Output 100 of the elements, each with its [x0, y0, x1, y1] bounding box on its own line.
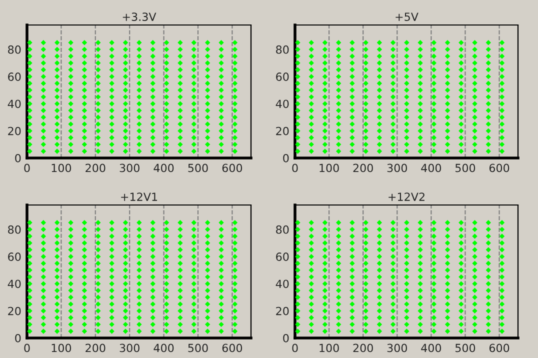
point	[122, 220, 128, 226]
point	[472, 40, 478, 46]
point	[232, 281, 238, 286]
point	[390, 88, 396, 93]
point	[122, 301, 128, 307]
point	[336, 88, 342, 93]
point	[444, 60, 450, 66]
point	[109, 301, 114, 307]
point	[96, 328, 101, 334]
point	[350, 254, 355, 260]
point	[178, 148, 183, 154]
y-tick-label: 40	[276, 100, 289, 108]
point	[122, 281, 128, 286]
point	[431, 315, 437, 320]
point	[350, 121, 355, 127]
point	[376, 226, 382, 232]
point	[308, 254, 314, 260]
point	[27, 135, 32, 140]
point	[472, 274, 478, 280]
y-tick-label: 80	[276, 45, 289, 54]
point	[54, 121, 60, 127]
point	[232, 101, 238, 106]
point	[486, 40, 491, 46]
x-tick-label: 0	[24, 164, 30, 172]
point	[363, 148, 368, 154]
point	[486, 101, 491, 106]
point	[82, 288, 88, 294]
point	[295, 67, 300, 72]
point	[191, 108, 196, 114]
point	[431, 114, 437, 120]
point	[390, 294, 396, 300]
point	[136, 281, 142, 286]
point	[218, 268, 224, 273]
point	[54, 114, 60, 120]
point	[336, 220, 342, 226]
point	[322, 121, 328, 127]
point	[336, 226, 342, 232]
point	[178, 54, 183, 59]
point	[308, 315, 314, 320]
point	[27, 328, 32, 334]
point	[82, 268, 88, 273]
point	[472, 74, 478, 80]
point	[376, 74, 382, 80]
point	[150, 268, 156, 273]
point	[96, 322, 101, 328]
point	[431, 67, 437, 72]
point	[363, 101, 368, 106]
point	[178, 101, 183, 106]
point	[178, 240, 183, 246]
point	[486, 226, 491, 232]
point	[96, 67, 101, 72]
chart-title: +12V1	[121, 192, 158, 201]
point	[191, 234, 196, 239]
point	[308, 114, 314, 120]
point	[336, 108, 342, 114]
point	[96, 46, 101, 52]
point	[418, 328, 423, 334]
point	[27, 301, 32, 307]
point	[295, 274, 300, 280]
point	[458, 142, 464, 148]
point	[96, 40, 101, 46]
point	[363, 226, 368, 232]
point	[178, 301, 183, 307]
point	[27, 142, 32, 148]
point	[122, 67, 128, 72]
point	[376, 274, 382, 280]
point	[444, 281, 450, 286]
point	[218, 108, 224, 114]
point	[458, 74, 464, 80]
point	[431, 128, 437, 134]
point	[499, 268, 505, 273]
point	[164, 101, 170, 106]
point	[109, 308, 114, 314]
point	[150, 142, 156, 148]
point	[458, 54, 464, 59]
point	[204, 135, 210, 140]
point	[178, 88, 183, 93]
point	[322, 268, 328, 273]
point	[82, 135, 88, 140]
point	[390, 101, 396, 106]
point	[40, 108, 46, 114]
point	[376, 254, 382, 260]
point	[322, 80, 328, 86]
point	[322, 234, 328, 239]
point	[109, 94, 114, 100]
point	[96, 234, 101, 239]
point	[363, 274, 368, 280]
point	[322, 288, 328, 294]
point	[336, 260, 342, 266]
point	[458, 148, 464, 154]
x-tick-label: 0	[292, 344, 298, 352]
point	[82, 121, 88, 127]
point	[191, 301, 196, 307]
point	[295, 322, 300, 328]
point	[178, 46, 183, 52]
point	[499, 88, 505, 93]
point	[164, 148, 170, 154]
point	[444, 220, 450, 226]
point	[431, 108, 437, 114]
point	[431, 80, 437, 86]
